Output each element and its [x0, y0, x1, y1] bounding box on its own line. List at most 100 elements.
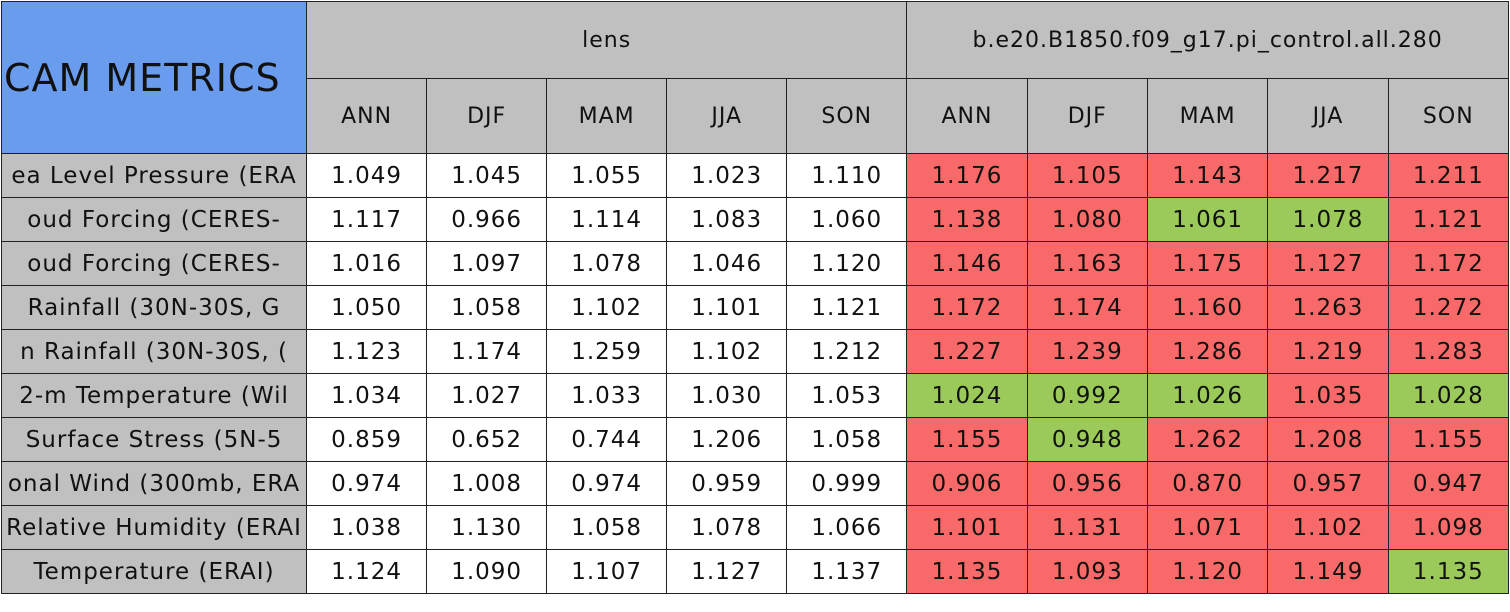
- metrics-table: CAM METRICS lens b.e20.B1850.f09_g17.pi_…: [0, 1, 1510, 594]
- value-cell: 1.060: [786, 197, 908, 242]
- value-cell: 1.123: [306, 329, 428, 374]
- value-cell: 1.050: [306, 285, 428, 330]
- value-cell: 1.098: [1387, 505, 1510, 550]
- value-cell: 0.959: [666, 461, 788, 506]
- value-cell: 1.102: [666, 329, 788, 374]
- season-header: SON: [786, 78, 908, 154]
- value-cell: 1.272: [1387, 285, 1510, 330]
- value-cell: 1.263: [1267, 285, 1389, 330]
- data-row: onal Wind (300mb, ERA 0.974 1.008 0.974 0.95…: [0, 461, 1510, 506]
- value-cell: 1.155: [1387, 417, 1510, 462]
- value-cell: 1.259: [546, 329, 668, 374]
- value-cell: 1.058: [786, 417, 908, 462]
- value-cell: 1.046: [666, 241, 788, 286]
- value-cell: 1.217: [1267, 153, 1389, 198]
- value-cell: 1.105: [1026, 153, 1148, 198]
- value-cell: 1.016: [306, 241, 428, 286]
- value-cell: 1.053: [786, 373, 908, 418]
- value-cell: 0.999: [786, 461, 908, 506]
- value-cell: 1.049: [306, 153, 428, 198]
- value-cell: 1.206: [666, 417, 788, 462]
- value-cell: 1.212: [786, 329, 908, 374]
- season-header: DJF: [1026, 78, 1148, 154]
- season-header: MAM: [1146, 78, 1269, 154]
- value-cell: 1.024: [906, 373, 1028, 418]
- value-cell: 0.947: [1387, 461, 1510, 506]
- value-cell: 1.121: [786, 285, 908, 330]
- value-cell: 0.974: [546, 461, 668, 506]
- value-cell: 1.097: [426, 241, 548, 286]
- value-cell: 1.239: [1026, 329, 1148, 374]
- value-cell: 1.143: [1146, 153, 1269, 198]
- value-cell: 1.101: [906, 505, 1028, 550]
- value-cell: 1.172: [906, 285, 1028, 330]
- data-row: Temperature (ERAI) 1.124 1.090 1.107 1.127 1.…: [0, 549, 1510, 594]
- season-header: MAM: [546, 78, 668, 154]
- table-body: CAM METRICS lens b.e20.B1850.f09_g17.pi_…: [0, 1, 1510, 594]
- season-header-row: ANN DJF MAM JJA SON ANN DJF MAM JJA SON: [2, 78, 1510, 154]
- season-header: ANN: [306, 78, 428, 154]
- value-cell: 1.058: [546, 505, 668, 550]
- value-cell: 1.023: [666, 153, 788, 198]
- value-cell: 1.102: [1267, 505, 1389, 550]
- value-cell: 0.859: [306, 417, 428, 462]
- value-cell: 0.744: [546, 417, 668, 462]
- value-cell: 1.211: [1387, 153, 1510, 198]
- row-label: Relative Humidity (ERAI: [0, 505, 308, 550]
- value-cell: 1.283: [1387, 329, 1510, 374]
- value-cell: 1.149: [1267, 549, 1389, 594]
- value-cell: 0.992: [1026, 373, 1148, 418]
- value-cell: 0.906: [906, 461, 1028, 506]
- row-label: n Rainfall (30N-30S, (: [0, 329, 308, 374]
- row-label: Rainfall (30N-30S, G: [0, 285, 308, 330]
- season-header: JJA: [666, 78, 788, 154]
- value-cell: 1.102: [546, 285, 668, 330]
- value-cell: 1.130: [426, 505, 548, 550]
- row-label: onal Wind (300mb, ERA: [0, 461, 308, 506]
- value-cell: 1.110: [786, 153, 908, 198]
- value-cell: 1.155: [906, 417, 1028, 462]
- value-cell: 1.120: [786, 241, 908, 286]
- value-cell: 1.117: [306, 197, 428, 242]
- value-cell: 1.027: [426, 373, 548, 418]
- season-header: JJA: [1267, 78, 1389, 154]
- value-cell: 1.114: [546, 197, 668, 242]
- value-cell: 1.127: [666, 549, 788, 594]
- value-cell: 1.061: [1146, 197, 1269, 242]
- row-label: oud Forcing (CERES-: [0, 197, 308, 242]
- value-cell: 1.035: [1267, 373, 1389, 418]
- group-header-row: CAM METRICS lens b.e20.B1850.f09_g17.pi_…: [0, 1, 1509, 154]
- value-cell: 1.055: [546, 153, 668, 198]
- value-cell: 1.146: [906, 241, 1028, 286]
- value-cell: 1.138: [906, 197, 1028, 242]
- value-cell: 1.107: [546, 549, 668, 594]
- value-cell: 1.131: [1026, 505, 1148, 550]
- row-label: oud Forcing (CERES-: [0, 241, 308, 286]
- value-cell: 1.058: [426, 285, 548, 330]
- value-cell: 1.135: [1387, 549, 1510, 594]
- value-cell: 0.870: [1146, 461, 1269, 506]
- value-cell: 1.124: [306, 549, 428, 594]
- value-cell: 1.078: [1267, 197, 1389, 242]
- value-cell: 1.163: [1026, 241, 1148, 286]
- data-row: Relative Humidity (ERAI 1.038 1.130 1.058 1.…: [0, 505, 1510, 550]
- table-title: CAM METRICS: [0, 1, 308, 154]
- value-cell: 1.101: [666, 285, 788, 330]
- value-cell: 1.219: [1267, 329, 1389, 374]
- season-header: SON: [1387, 78, 1510, 154]
- data-row: Rainfall (30N-30S, G 1.050 1.058 1.102 1.101…: [0, 285, 1510, 330]
- data-row: n Rainfall (30N-30S, (1.123 1.174 1.259 1.1…: [0, 329, 1510, 374]
- value-cell: 0.956: [1026, 461, 1148, 506]
- row-label: Temperature (ERAI): [0, 549, 308, 594]
- value-cell: 0.966: [426, 197, 548, 242]
- value-cell: 1.093: [1026, 549, 1148, 594]
- value-cell: 0.948: [1026, 417, 1148, 462]
- data-row: ea Level Pressure (ERA 1.049 1.045 1.055 1.0…: [0, 153, 1510, 198]
- value-cell: 1.028: [1387, 373, 1510, 418]
- value-cell: 1.026: [1146, 373, 1269, 418]
- value-cell: 0.974: [306, 461, 428, 506]
- value-cell: 1.174: [426, 329, 548, 374]
- value-cell: 1.176: [906, 153, 1028, 198]
- value-cell: 1.078: [666, 505, 788, 550]
- value-cell: 1.083: [666, 197, 788, 242]
